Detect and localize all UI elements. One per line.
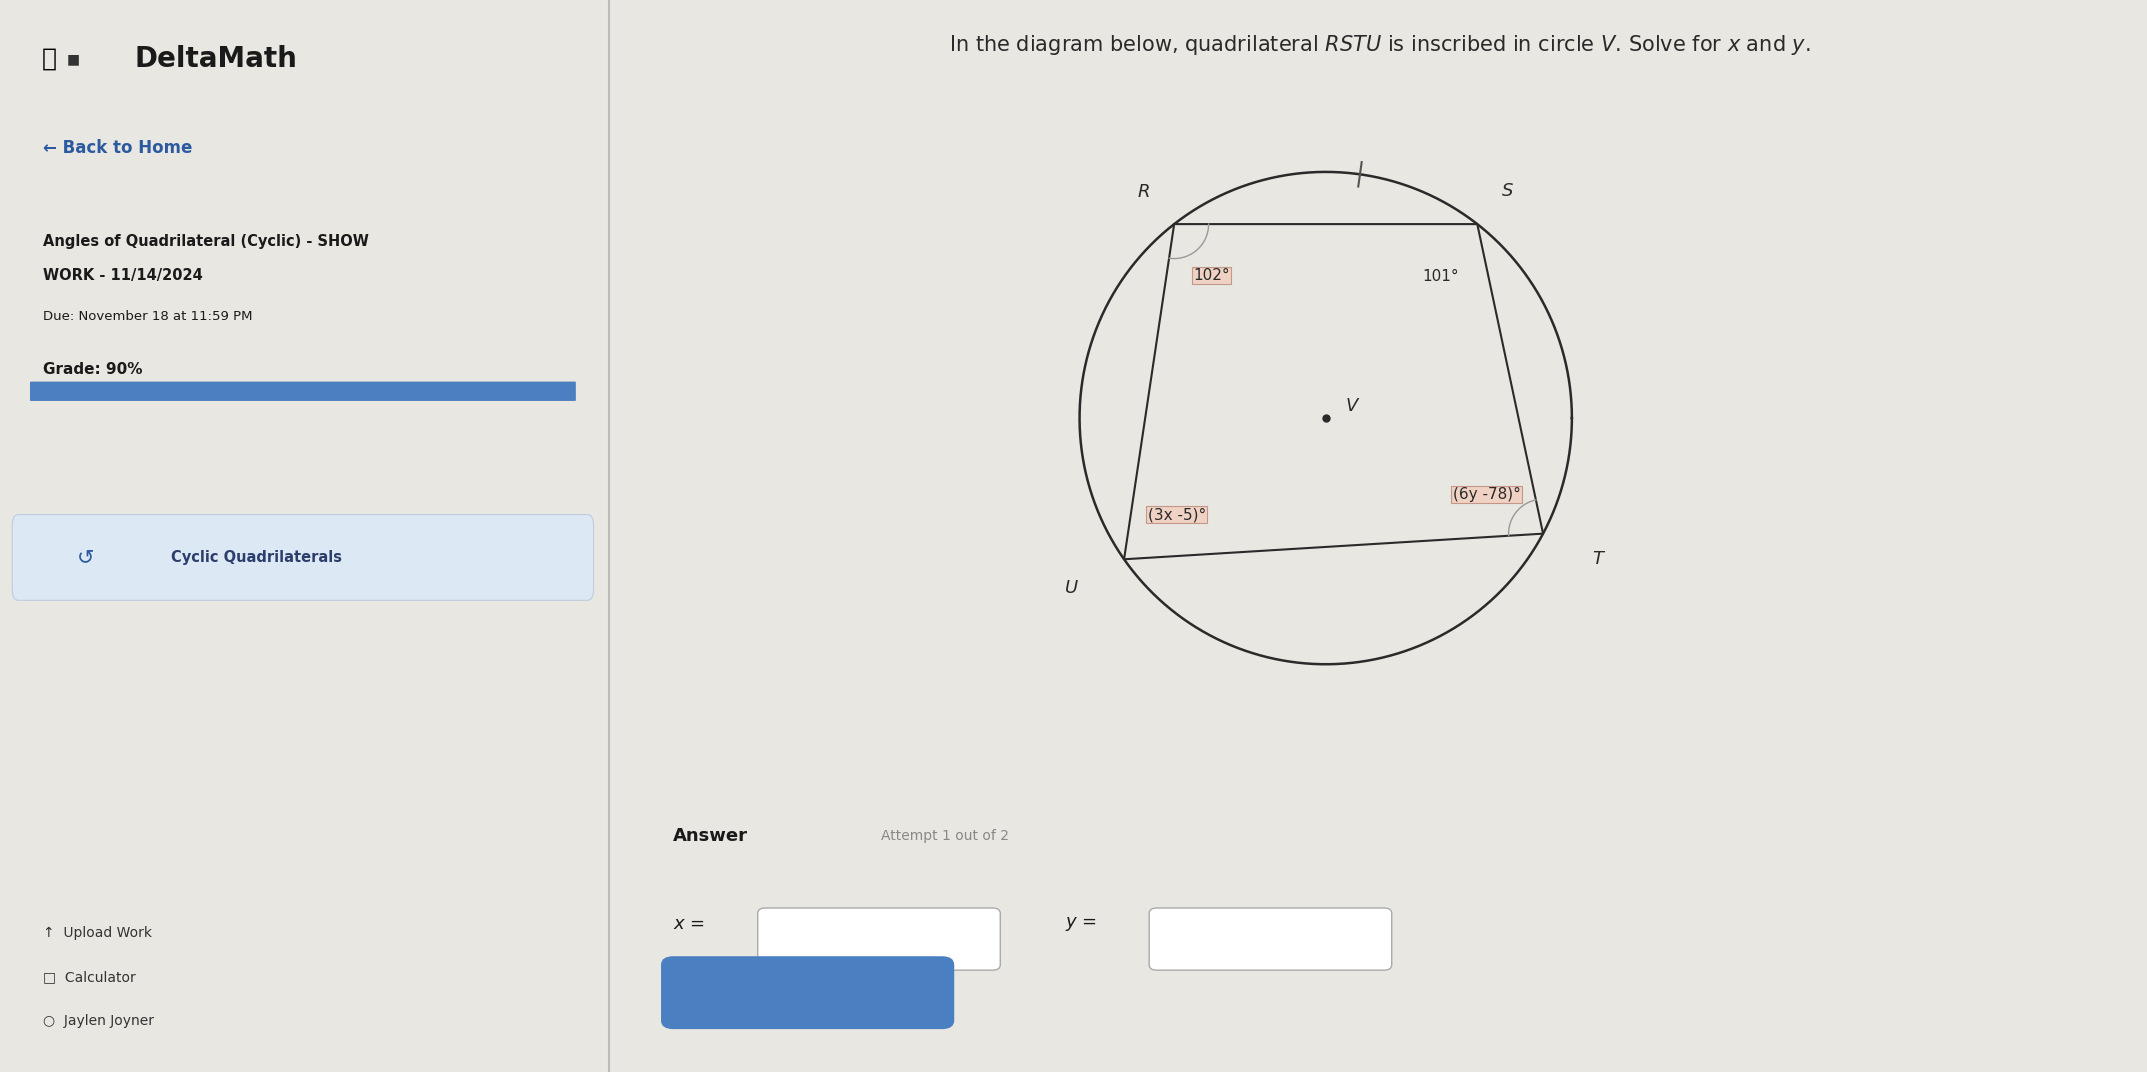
Text: Angles of Quadrilateral (Cyclic) - SHOW: Angles of Quadrilateral (Cyclic) - SHOW (43, 234, 369, 249)
Text: □  Calculator: □ Calculator (43, 970, 135, 985)
Text: ○  Jaylen Joyner: ○ Jaylen Joyner (43, 1013, 155, 1028)
Text: DeltaMath: DeltaMath (135, 45, 298, 73)
Text: In the diagram below, quadrilateral $\mathit{RSTU}$ is inscribed in circle $\mat: In the diagram below, quadrilateral $\ma… (949, 33, 1810, 57)
Text: Answer: Answer (674, 828, 749, 845)
FancyBboxPatch shape (13, 515, 593, 600)
Text: WORK - 11/14/2024: WORK - 11/14/2024 (43, 268, 202, 283)
Text: 101°: 101° (1421, 269, 1460, 284)
Text: ← Back to Home: ← Back to Home (43, 139, 193, 157)
Text: R: R (1138, 183, 1149, 202)
Text: U: U (1065, 579, 1078, 597)
Text: ■: ■ (67, 51, 79, 66)
Text: S: S (1501, 182, 1514, 200)
Text: ↑  Upload Work: ↑ Upload Work (43, 925, 152, 940)
FancyBboxPatch shape (30, 382, 575, 401)
Text: $y$ =: $y$ = (1065, 915, 1097, 933)
Text: 🎓: 🎓 (41, 47, 56, 71)
Text: Cyclic Quadrilaterals: Cyclic Quadrilaterals (172, 550, 341, 565)
Text: T: T (1591, 550, 1604, 568)
Text: (6y -78)°: (6y -78)° (1454, 487, 1520, 502)
Text: Attempt 1 out of 2: Attempt 1 out of 2 (880, 829, 1009, 844)
Text: V: V (1346, 397, 1357, 415)
FancyBboxPatch shape (758, 908, 1001, 970)
Text: $x$ =: $x$ = (674, 915, 704, 933)
Text: Submit Answer: Submit Answer (741, 985, 876, 1000)
Text: Grade: 90%: Grade: 90% (43, 362, 142, 377)
FancyBboxPatch shape (661, 956, 953, 1029)
Text: Due: November 18 at 11:59 PM: Due: November 18 at 11:59 PM (43, 310, 253, 323)
FancyBboxPatch shape (1149, 908, 1391, 970)
Text: ↺: ↺ (77, 548, 94, 567)
Text: (3x -5)°: (3x -5)° (1146, 507, 1207, 522)
Text: 102°: 102° (1194, 268, 1230, 283)
FancyBboxPatch shape (30, 382, 575, 401)
